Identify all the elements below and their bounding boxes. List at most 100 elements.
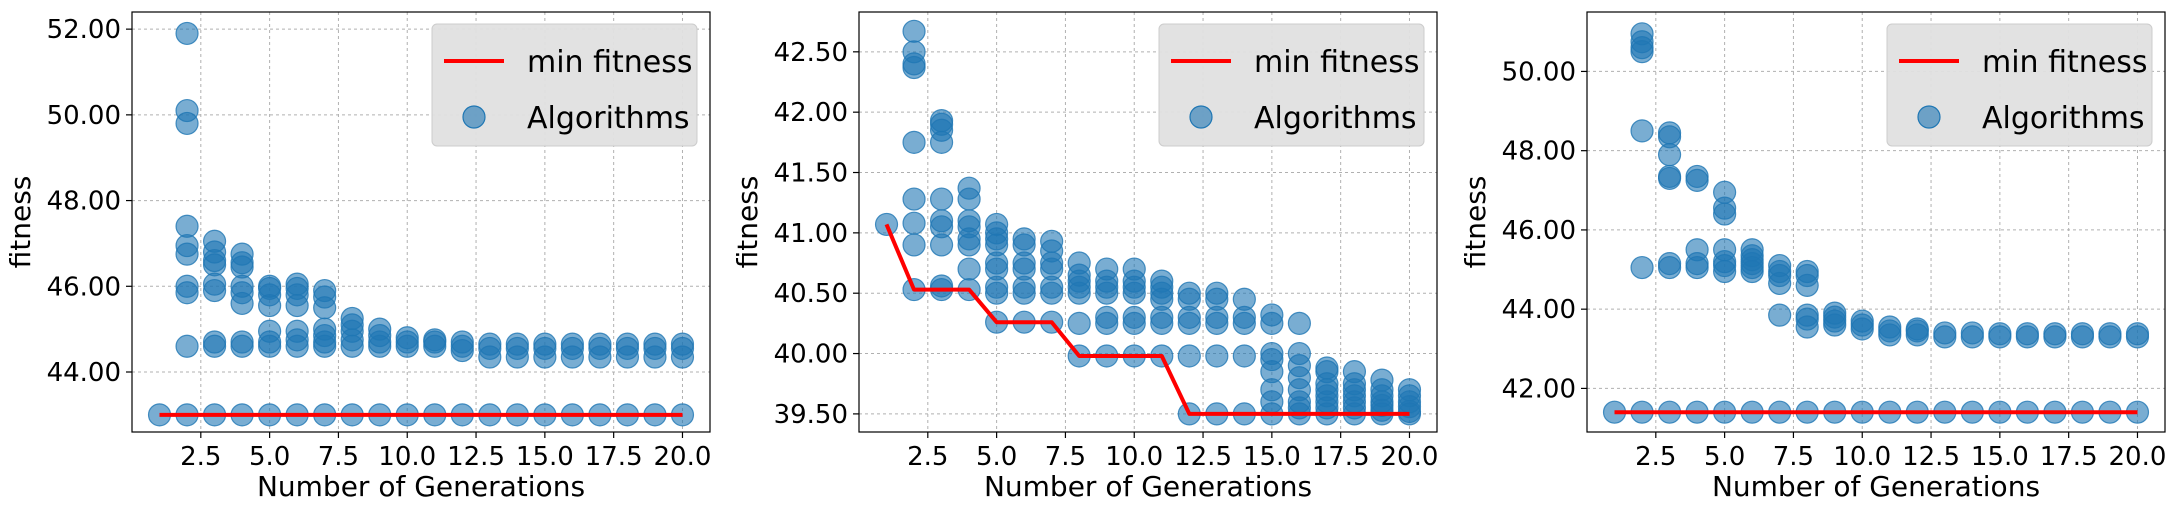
legend: min fitness Algorithms bbox=[1158, 23, 1425, 147]
scatter-point bbox=[1630, 119, 1654, 143]
scatter-point bbox=[230, 242, 254, 266]
scatter-point bbox=[313, 278, 337, 303]
scatter-point bbox=[1685, 238, 1709, 262]
x-tick-label: 2.5 bbox=[1635, 442, 1676, 472]
scatter-point bbox=[1260, 341, 1284, 366]
y-axis-title: fitness bbox=[4, 176, 37, 269]
scatter-point bbox=[1067, 251, 1091, 275]
scatter-point bbox=[902, 211, 926, 235]
y-tick-label: 46.00 bbox=[1502, 216, 1576, 246]
x-tick-label: 7.5 bbox=[1045, 442, 1086, 472]
scatter-point bbox=[560, 332, 584, 356]
scatter-point bbox=[902, 233, 926, 257]
scatter-point bbox=[230, 330, 254, 354]
chart-panel-1: 2.5 5.0 7.5 10.0 12.5 15.0 17.5 20.0 44.00 46.00 4… bbox=[4, 11, 712, 503]
legend-label-algorithms: Algorithms bbox=[527, 101, 690, 136]
scatter-point bbox=[1988, 322, 2012, 346]
scatter-point bbox=[1287, 311, 1311, 335]
legend-point-marker bbox=[1189, 105, 1213, 129]
scatter-point bbox=[285, 319, 309, 343]
scatter-point bbox=[929, 187, 954, 211]
x-tick-label: 5.0 bbox=[249, 442, 290, 472]
scatter-point bbox=[478, 332, 502, 356]
y-tick-label: 39.50 bbox=[774, 400, 848, 430]
scatter-point bbox=[175, 274, 199, 298]
x-tick-label: 12.5 bbox=[447, 442, 505, 472]
scatter-point bbox=[1342, 360, 1367, 384]
scatter-point bbox=[1960, 321, 1984, 345]
scatter-point bbox=[175, 334, 199, 358]
legend-label-algorithms: Algorithms bbox=[1254, 101, 1417, 136]
y-tick-label: 44.00 bbox=[47, 358, 121, 388]
scatter-point bbox=[395, 326, 419, 350]
scatter-point bbox=[175, 98, 199, 123]
scatter-point bbox=[202, 229, 227, 253]
legend-point-marker bbox=[462, 105, 486, 129]
scatter-point bbox=[902, 40, 926, 64]
scatter-point bbox=[1232, 344, 1256, 368]
scatter-point bbox=[1370, 368, 1394, 392]
x-axis-title: Number of Generations bbox=[257, 470, 585, 503]
x-tick-label: 12.5 bbox=[1902, 442, 1960, 472]
x-tick-label: 7.5 bbox=[1773, 442, 1814, 472]
scatter-point bbox=[1657, 164, 1682, 189]
scatter-point bbox=[1768, 303, 1792, 327]
x-tick-label: 20.0 bbox=[1381, 442, 1439, 472]
x-tick-label: 5.0 bbox=[1704, 442, 1745, 472]
scatter-point bbox=[175, 214, 199, 238]
y-tick-label: 40.00 bbox=[774, 340, 848, 370]
scatter-point bbox=[929, 209, 954, 233]
x-tick-label: 2.5 bbox=[907, 442, 948, 472]
y-tick-label: 46.00 bbox=[47, 272, 121, 302]
scatter-point bbox=[1630, 255, 1654, 280]
scatter-point bbox=[368, 317, 392, 341]
legend-label-min-fitness: min fitness bbox=[1254, 45, 1420, 80]
x-tick-label: 17.5 bbox=[585, 442, 643, 472]
x-tick-label: 20.0 bbox=[2109, 442, 2167, 472]
scatter-point bbox=[615, 332, 640, 356]
scatter-point bbox=[1657, 121, 1682, 145]
scatter-point bbox=[985, 212, 1009, 237]
scatter-point bbox=[1850, 309, 1874, 333]
scatter-point bbox=[929, 274, 954, 298]
x-tick-label: 17.5 bbox=[2040, 442, 2098, 472]
scatter-point bbox=[533, 332, 557, 356]
y-tick-label: 42.00 bbox=[1502, 374, 1576, 404]
scatter-point bbox=[1095, 305, 1119, 329]
scatter-point bbox=[1685, 164, 1709, 189]
scatter-point bbox=[1905, 317, 1929, 341]
scatter-point bbox=[1232, 287, 1256, 311]
y-tick-label: 48.00 bbox=[1502, 137, 1576, 167]
x-tick-label: 7.5 bbox=[318, 442, 359, 472]
scatter-point bbox=[1795, 303, 1819, 327]
x-tick-label: 17.5 bbox=[1312, 442, 1370, 472]
x-tick-label: 10.0 bbox=[1105, 442, 1163, 472]
legend: min fitness Algorithms bbox=[431, 23, 698, 147]
x-tick-label: 20.0 bbox=[654, 442, 712, 472]
x-tick-label: 2.5 bbox=[180, 442, 221, 472]
y-tick-label: 41.50 bbox=[774, 159, 848, 189]
legend: min fitness Algorithms bbox=[1886, 23, 2153, 147]
legend-label-min-fitness: min fitness bbox=[1982, 45, 2148, 80]
scatter-point bbox=[2070, 322, 2095, 346]
legend-label-algorithms: Algorithms bbox=[1982, 101, 2145, 136]
scatter-point bbox=[957, 176, 981, 200]
chart-panel-3: 2.5 5.0 7.5 10.0 12.5 15.0 17.5 20.0 42.00 44.00 4… bbox=[1459, 11, 2167, 503]
scatter-point bbox=[1040, 229, 1064, 253]
scatter-point bbox=[1740, 238, 1764, 262]
x-tick-label: 10.0 bbox=[1833, 442, 1891, 472]
scatter-point bbox=[902, 130, 926, 154]
scatter-point bbox=[2125, 322, 2150, 346]
y-tick-label: 42.00 bbox=[774, 98, 848, 128]
scatter-point bbox=[258, 319, 282, 343]
scatter-point bbox=[1713, 238, 1737, 262]
legend-box bbox=[1158, 23, 1425, 147]
scatter-point bbox=[1122, 257, 1146, 281]
legend-point-marker bbox=[1917, 105, 1941, 129]
scatter-point bbox=[1260, 303, 1284, 327]
x-tick-label: 15.0 bbox=[516, 442, 574, 472]
y-tick-label: 50.00 bbox=[47, 101, 121, 131]
y-tick-label: 52.00 bbox=[47, 15, 121, 45]
scatter-point bbox=[1067, 311, 1091, 335]
